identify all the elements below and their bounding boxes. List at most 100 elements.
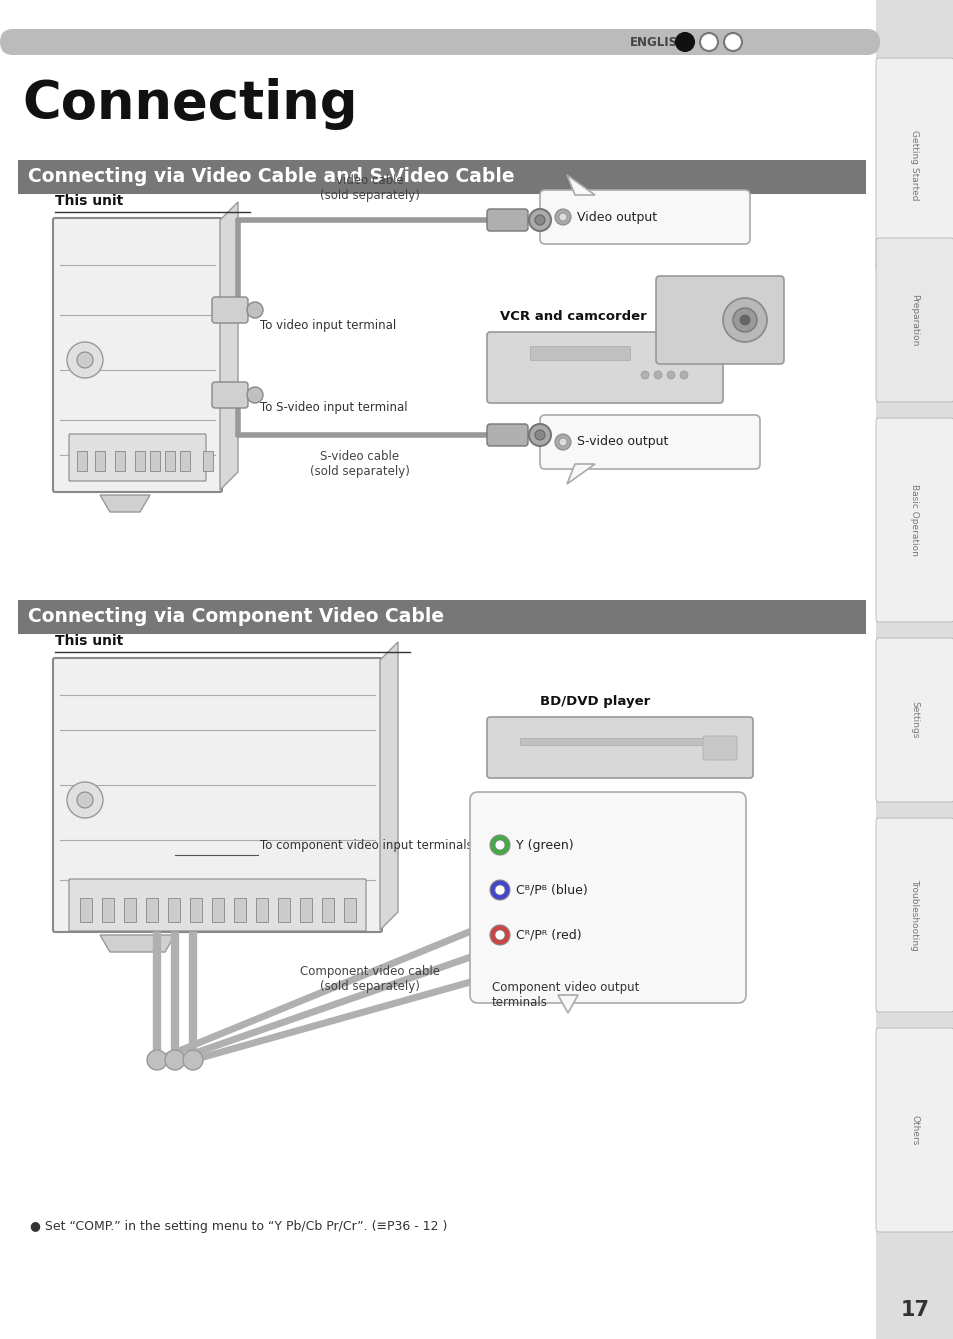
FancyBboxPatch shape xyxy=(486,424,527,446)
FancyBboxPatch shape xyxy=(656,276,783,364)
Circle shape xyxy=(490,880,510,900)
Bar xyxy=(233,898,246,923)
Bar xyxy=(322,898,334,923)
Bar xyxy=(344,898,355,923)
Text: Preparation: Preparation xyxy=(909,293,919,347)
Bar xyxy=(190,898,202,923)
FancyBboxPatch shape xyxy=(212,297,248,323)
Text: 17: 17 xyxy=(900,1300,928,1320)
Text: Connecting: Connecting xyxy=(22,78,357,130)
Circle shape xyxy=(495,840,504,850)
Text: video cable
(sold separately): video cable (sold separately) xyxy=(319,174,419,202)
FancyBboxPatch shape xyxy=(69,878,366,931)
Circle shape xyxy=(147,1050,167,1070)
Bar xyxy=(135,451,145,471)
Text: To S-video input terminal: To S-video input terminal xyxy=(260,402,407,415)
Circle shape xyxy=(535,216,544,225)
Bar xyxy=(212,898,224,923)
Circle shape xyxy=(673,894,696,916)
Bar xyxy=(77,451,87,471)
Circle shape xyxy=(67,782,103,818)
Circle shape xyxy=(732,308,757,332)
Bar xyxy=(519,738,709,744)
Circle shape xyxy=(700,33,718,51)
Circle shape xyxy=(558,213,566,221)
Circle shape xyxy=(740,315,749,325)
FancyBboxPatch shape xyxy=(875,238,953,402)
Text: VCR and camcorder: VCR and camcorder xyxy=(499,311,646,323)
Circle shape xyxy=(67,341,103,378)
Text: Connecting via Component Video Cable: Connecting via Component Video Cable xyxy=(28,608,444,627)
Circle shape xyxy=(247,303,263,317)
FancyBboxPatch shape xyxy=(539,190,749,244)
Circle shape xyxy=(679,371,687,379)
Text: Connecting via Video Cable and S-Video Cable: Connecting via Video Cable and S-Video C… xyxy=(28,167,514,186)
Text: Y (green): Y (green) xyxy=(516,838,573,852)
Circle shape xyxy=(640,371,648,379)
Text: This unit: This unit xyxy=(55,194,123,208)
Text: Settings: Settings xyxy=(909,702,919,739)
Circle shape xyxy=(490,836,510,856)
Bar xyxy=(18,159,865,194)
Circle shape xyxy=(495,931,504,940)
Circle shape xyxy=(555,434,571,450)
FancyBboxPatch shape xyxy=(53,657,381,932)
FancyBboxPatch shape xyxy=(470,791,745,1003)
Bar xyxy=(168,898,180,923)
Circle shape xyxy=(723,33,741,51)
Bar xyxy=(299,898,312,923)
FancyBboxPatch shape xyxy=(486,332,722,403)
Text: S-video cable
(sold separately): S-video cable (sold separately) xyxy=(310,450,410,478)
Bar xyxy=(165,451,174,471)
Text: BD/DVD player: BD/DVD player xyxy=(539,695,650,708)
FancyBboxPatch shape xyxy=(69,434,206,481)
Text: To component video input terminals: To component video input terminals xyxy=(260,838,473,852)
Circle shape xyxy=(676,33,693,51)
Text: S-video output: S-video output xyxy=(577,435,668,449)
Circle shape xyxy=(247,387,263,403)
Polygon shape xyxy=(379,641,397,931)
FancyBboxPatch shape xyxy=(702,736,737,761)
FancyBboxPatch shape xyxy=(875,418,953,623)
Circle shape xyxy=(77,791,92,807)
Polygon shape xyxy=(220,202,237,490)
Bar xyxy=(203,451,213,471)
Circle shape xyxy=(666,371,675,379)
Circle shape xyxy=(555,209,571,225)
Bar xyxy=(18,600,865,633)
Circle shape xyxy=(722,299,766,341)
Text: Others: Others xyxy=(909,1115,919,1145)
FancyBboxPatch shape xyxy=(875,637,953,802)
Circle shape xyxy=(673,860,696,881)
Bar xyxy=(875,0,953,1339)
FancyBboxPatch shape xyxy=(616,890,673,919)
Text: Basic Operation: Basic Operation xyxy=(909,485,919,556)
Bar xyxy=(146,898,158,923)
Circle shape xyxy=(490,925,510,945)
Bar xyxy=(530,345,629,360)
Text: To video input terminal: To video input terminal xyxy=(260,319,395,332)
FancyBboxPatch shape xyxy=(486,716,752,778)
Polygon shape xyxy=(566,465,595,483)
Bar xyxy=(124,898,136,923)
Bar xyxy=(80,898,91,923)
Text: ● Set “COMP.” in the setting menu to “Y Pb/Cb Pr/Cr”. (≡P36 - 12 ): ● Set “COMP.” in the setting menu to “Y … xyxy=(30,1220,447,1233)
FancyBboxPatch shape xyxy=(539,415,760,469)
Text: Component video output
terminals: Component video output terminals xyxy=(492,981,639,1010)
Polygon shape xyxy=(100,495,150,511)
Polygon shape xyxy=(558,995,578,1014)
FancyBboxPatch shape xyxy=(875,1028,953,1232)
FancyBboxPatch shape xyxy=(875,58,953,272)
Bar xyxy=(180,451,190,471)
Text: Cᴮ/Pᴮ (blue): Cᴮ/Pᴮ (blue) xyxy=(516,884,587,897)
FancyBboxPatch shape xyxy=(53,218,222,491)
Bar xyxy=(115,451,125,471)
Circle shape xyxy=(529,424,551,446)
FancyBboxPatch shape xyxy=(0,29,879,55)
Text: Troubleshooting: Troubleshooting xyxy=(909,880,919,951)
FancyBboxPatch shape xyxy=(875,818,953,1012)
Bar xyxy=(277,898,290,923)
Circle shape xyxy=(183,1050,203,1070)
Text: ENGLISH: ENGLISH xyxy=(629,36,687,48)
Bar xyxy=(102,898,113,923)
